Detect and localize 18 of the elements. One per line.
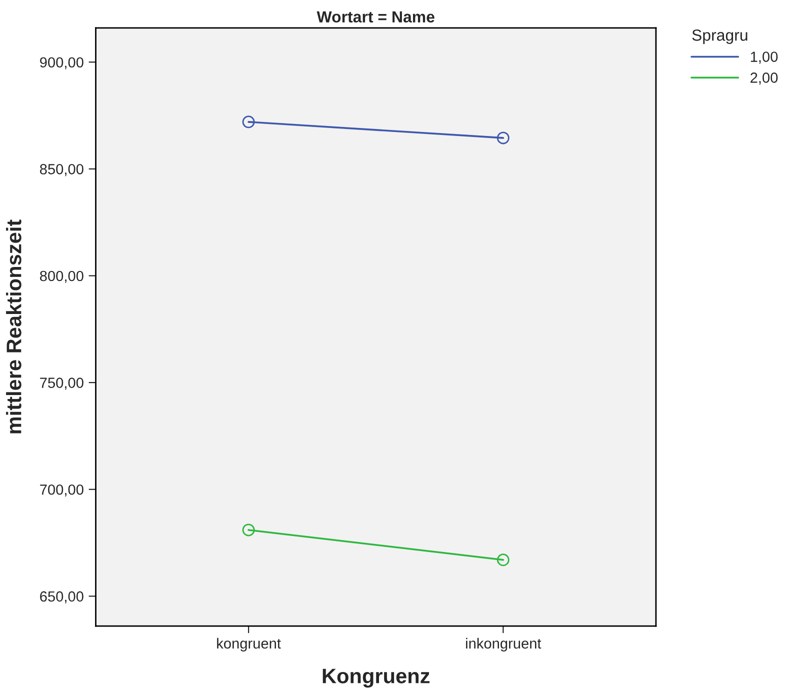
legend-label: 2,00 — [750, 72, 778, 85]
x-tick-label: kongruent — [217, 638, 281, 652]
y-tick-label: 850,00 — [40, 164, 84, 176]
y-tick-label: 700,00 — [40, 484, 84, 497]
point — [496, 554, 510, 566]
legend-title: Spragru — [692, 30, 748, 44]
chart-title: Wortart = Name — [316, 11, 434, 23]
legend-label: 1,00 — [750, 52, 778, 64]
point — [242, 116, 255, 128]
y-tick-label: 900,00 — [40, 57, 84, 70]
y-axis-title: mittlere Reaktionszeit — [6, 220, 22, 434]
point — [496, 132, 510, 144]
point — [242, 524, 255, 536]
x-axis-title: Kongruenz — [322, 668, 430, 688]
y-tick-label: 650,00 — [40, 591, 84, 604]
x-tick-label: inkongruent — [466, 638, 542, 652]
y-tick-label: 750,00 — [40, 378, 84, 390]
y-tick-label: 800,00 — [40, 270, 84, 283]
